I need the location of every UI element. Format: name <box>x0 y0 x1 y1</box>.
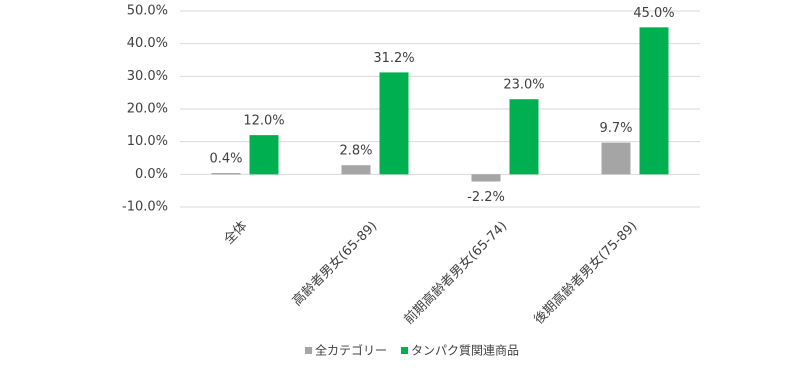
x-tick-label: 前期高齢者男女(65-74) <box>401 218 511 328</box>
value-label: 45.0% <box>633 6 674 21</box>
legend-swatch <box>401 347 409 354</box>
value-label: -2.2% <box>467 190 505 205</box>
value-label: 31.2% <box>373 51 414 66</box>
x-tick-label: 高齢者男女(65-89) <box>289 218 380 309</box>
bar <box>471 174 501 182</box>
bar <box>639 27 669 175</box>
bar <box>341 165 371 175</box>
bar <box>601 142 631 175</box>
x-tick-label: 全体 <box>221 218 251 248</box>
y-tick-label: 30.0% <box>127 69 168 84</box>
y-tick-label: 50.0% <box>127 4 168 19</box>
bar <box>211 173 241 175</box>
bar <box>249 135 279 175</box>
y-tick-label: 10.0% <box>127 134 168 149</box>
x-tick-label: 後期高齢者男女(75-89) <box>531 218 641 328</box>
legend-swatch <box>305 347 312 354</box>
value-label: 9.7% <box>599 121 632 136</box>
bar <box>509 99 539 175</box>
y-tick-label: 20.0% <box>127 102 168 117</box>
value-label: 2.8% <box>339 144 372 159</box>
bar <box>379 72 409 175</box>
y-tick-label: 0.0% <box>135 167 168 182</box>
legend-label: タンパク質関連商品 <box>411 343 519 358</box>
y-tick-label: -10.0% <box>122 200 168 215</box>
y-tick-label: 40.0% <box>127 36 168 51</box>
value-label: 0.4% <box>209 152 242 167</box>
value-label: 12.0% <box>243 114 284 129</box>
value-label: 23.0% <box>503 78 544 93</box>
legend-label: 全カテゴリー <box>315 343 387 358</box>
